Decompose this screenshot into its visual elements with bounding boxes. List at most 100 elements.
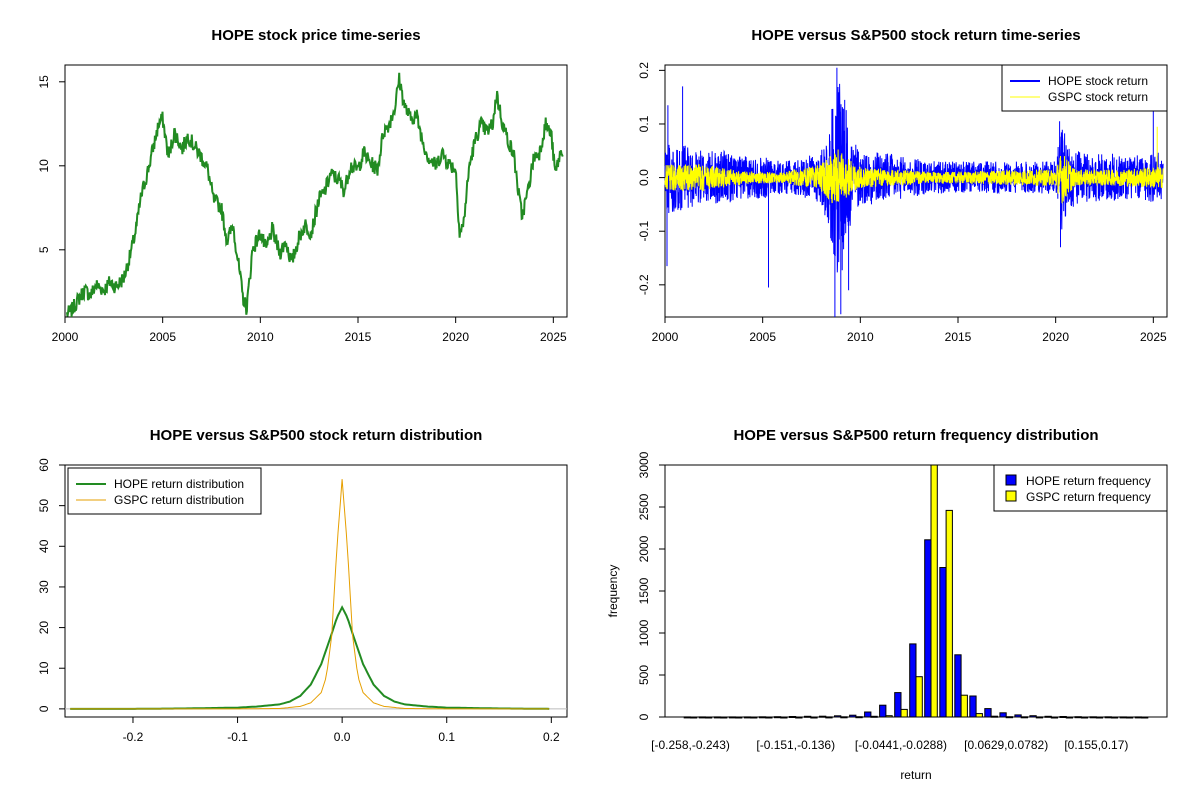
bar-hope (1059, 716, 1067, 718)
legend-swatch (1005, 490, 1017, 502)
price-series-line (66, 72, 564, 318)
legend-box (993, 464, 1168, 512)
chart-title: HOPE versus S&P500 return frequency dist… (733, 427, 1098, 444)
y-tick-label: 1000 (637, 619, 651, 646)
x-tick-label: 2025 (1140, 330, 1167, 344)
bar-hope (1044, 715, 1052, 718)
y-tick-label: 0 (637, 713, 651, 720)
bar-gspc (1065, 716, 1074, 719)
x-tick-label: 2020 (1042, 330, 1069, 344)
bar-hope (713, 716, 722, 719)
bar-gspc (840, 716, 848, 719)
bar-hope (758, 716, 767, 719)
legend: HOPE return frequency GSPC return frequen… (993, 464, 1168, 512)
x-tick-label: 2015 (345, 330, 372, 344)
bar-gspc (900, 708, 908, 718)
bar-gspc (990, 715, 999, 718)
bar-gspc (930, 464, 938, 718)
y-tick-label: 0.0 (637, 169, 651, 186)
density-curve-hope (70, 605, 550, 710)
chart-panel-4: HOPE versus S&P500 return frequency dist… (606, 427, 1168, 782)
x-category-label: [0.0629,0.0782) (964, 738, 1048, 752)
bar-hope (939, 567, 947, 718)
bar-gspc (795, 716, 803, 719)
bar-hope (969, 695, 977, 718)
chart-title: HOPE versus S&P500 stock return time-ser… (751, 27, 1080, 44)
bar-hope (804, 715, 812, 718)
x-tick-label: 2010 (847, 330, 874, 344)
bar-hope (788, 716, 797, 718)
x-tick-label: -0.2 (123, 730, 144, 744)
y-tick-label: 15 (37, 75, 51, 89)
x-tick-label: -0.1 (227, 730, 248, 744)
bar-hope (698, 716, 707, 719)
legend: HOPE return distribution GSPC return dist… (67, 467, 262, 515)
bar-gspc (750, 716, 758, 719)
bar-hope (683, 716, 692, 719)
x-tick-label: 2000 (52, 330, 79, 344)
legend-label: GSPC return frequency (1026, 490, 1151, 504)
legend: HOPE stock return GSPC stock return (1001, 64, 1168, 112)
bar-hope (1029, 715, 1037, 718)
x-tick-label: 2000 (652, 330, 679, 344)
y-tick-label: 2500 (637, 493, 651, 520)
plot-frame (64, 464, 568, 718)
chart-title: HOPE versus S&P500 stock return distribu… (150, 427, 483, 444)
chart-title: HOPE stock price time-series (211, 27, 420, 44)
y-tick-label: 10 (37, 661, 51, 675)
x-axis-label: return (900, 768, 931, 782)
x-category-label: [0.155,0.17) (1064, 738, 1128, 752)
bar-gspc (885, 715, 893, 718)
bar-gspc (735, 716, 743, 719)
x-tick-label: 2015 (945, 330, 972, 344)
bar-gspc (1080, 716, 1089, 719)
legend-label: HOPE stock return (1048, 74, 1148, 88)
bar-gspc (960, 694, 968, 718)
chart-panel-3: HOPE versus S&P500 stock return distribu… (37, 427, 568, 744)
bar-gspc (855, 716, 863, 719)
x-tick-label: 2005 (749, 330, 776, 344)
bar-gspc (945, 509, 953, 718)
bar-hope (924, 539, 932, 718)
legend-label: GSPC stock return (1048, 90, 1148, 104)
bar-hope (909, 643, 917, 718)
x-tick-label: 2010 (247, 330, 274, 344)
return-series-hope (664, 67, 1164, 317)
bar-hope (879, 704, 887, 718)
y-tick-label: -0.1 (637, 221, 651, 242)
bar-hope (864, 711, 872, 718)
bar-gspc (870, 715, 878, 718)
bar-hope (1104, 716, 1112, 719)
y-tick-label: 0.2 (637, 62, 651, 79)
bar-hope (999, 712, 1007, 718)
legend-swatch (1005, 474, 1017, 486)
y-tick-label: 0.1 (637, 115, 651, 132)
legend-box (67, 467, 262, 515)
x-category-label: [-0.151,-0.136) (756, 738, 835, 752)
bar-hope (1119, 716, 1127, 719)
bar-hope (743, 716, 752, 719)
bar-gspc (1095, 716, 1104, 719)
bar-gspc (690, 716, 698, 719)
bar-hope (894, 692, 902, 718)
plot-frame (664, 64, 1168, 318)
y-tick-label: 30 (37, 580, 51, 594)
x-tick-label: 0.0 (334, 730, 351, 744)
bar-gspc (1141, 716, 1149, 719)
y-tick-label: -0.2 (637, 274, 651, 295)
chart-panel-2: HOPE versus S&P500 stock return time-ser… (637, 27, 1168, 344)
y-tick-label: 10 (37, 159, 51, 173)
bar-gspc (825, 716, 833, 719)
bar-hope (954, 654, 962, 718)
density-curve-gspc (70, 479, 550, 710)
bar-hope (819, 715, 827, 718)
bar-gspc (720, 716, 728, 719)
y-tick-label: 1500 (637, 577, 651, 604)
bar-gspc (810, 716, 818, 719)
bar-gspc (1126, 716, 1134, 719)
bar-gspc (1035, 716, 1044, 719)
x-category-label: [-0.258,-0.243) (651, 738, 730, 752)
legend-label: HOPE return frequency (1026, 474, 1151, 488)
bar-gspc (1005, 716, 1014, 719)
y-axis-label: frequency (606, 565, 620, 618)
